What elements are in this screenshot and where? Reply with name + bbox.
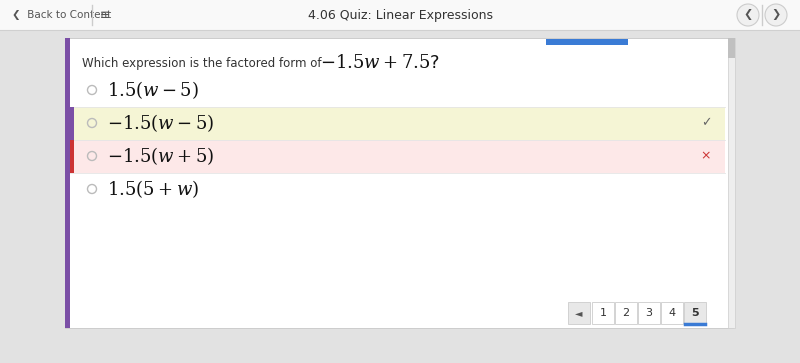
Text: 4.06 Quiz: Linear Expressions: 4.06 Quiz: Linear Expressions — [307, 8, 493, 21]
Text: ✓: ✓ — [701, 117, 711, 130]
Text: $-1.5w+7.5$?: $-1.5w+7.5$? — [320, 54, 440, 73]
Text: $1.5(5+w)$: $1.5(5+w)$ — [107, 178, 199, 200]
Text: ≡: ≡ — [100, 8, 110, 21]
Text: 3: 3 — [646, 308, 653, 318]
Text: 5: 5 — [691, 308, 699, 318]
Text: ❯: ❯ — [771, 9, 781, 20]
Text: 1: 1 — [599, 308, 606, 318]
FancyBboxPatch shape — [546, 39, 628, 45]
FancyBboxPatch shape — [70, 106, 74, 139]
FancyBboxPatch shape — [568, 302, 590, 324]
FancyBboxPatch shape — [65, 38, 70, 328]
FancyBboxPatch shape — [728, 38, 735, 328]
Text: $-1.5(w+5)$: $-1.5(w+5)$ — [107, 145, 214, 167]
FancyBboxPatch shape — [638, 302, 660, 324]
FancyBboxPatch shape — [684, 302, 706, 324]
Text: Which expression is the factored form of: Which expression is the factored form of — [82, 57, 322, 69]
Text: $-1.5(w-5)$: $-1.5(w-5)$ — [107, 112, 214, 134]
Text: ❮  Back to Content: ❮ Back to Content — [12, 10, 111, 20]
Text: ❮: ❮ — [743, 9, 753, 20]
Text: 2: 2 — [622, 308, 630, 318]
Text: ◄: ◄ — [575, 308, 582, 318]
FancyBboxPatch shape — [661, 302, 683, 324]
Text: ×: × — [701, 150, 711, 163]
Circle shape — [737, 4, 759, 26]
Circle shape — [765, 4, 787, 26]
FancyBboxPatch shape — [615, 302, 637, 324]
FancyBboxPatch shape — [65, 38, 733, 328]
Text: $1.5(w-5)$: $1.5(w-5)$ — [107, 79, 199, 101]
FancyBboxPatch shape — [728, 38, 735, 58]
Text: 4: 4 — [669, 308, 675, 318]
FancyBboxPatch shape — [592, 302, 614, 324]
FancyBboxPatch shape — [0, 0, 800, 30]
FancyBboxPatch shape — [70, 106, 725, 139]
FancyBboxPatch shape — [70, 139, 74, 172]
FancyBboxPatch shape — [70, 139, 725, 172]
